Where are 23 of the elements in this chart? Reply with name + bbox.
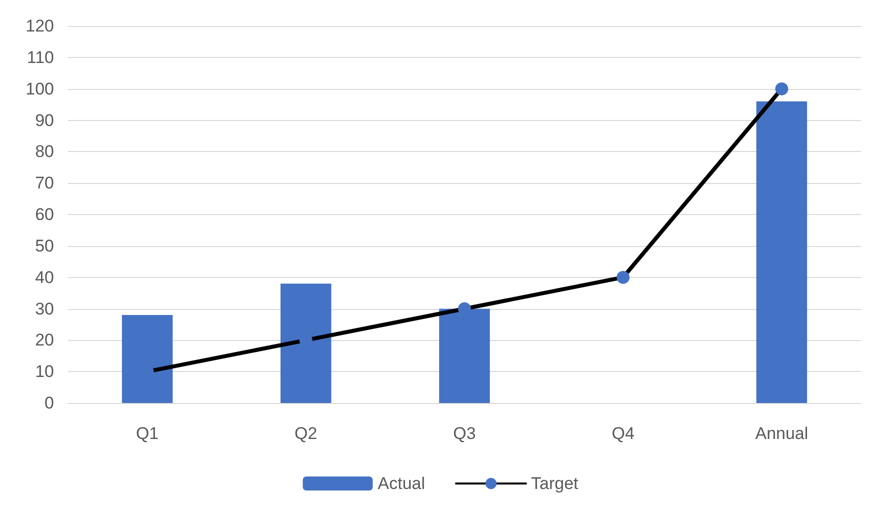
y-tick-label: 70 — [35, 174, 54, 193]
y-tick-label: 20 — [35, 330, 54, 350]
x-tick-label: Q1 — [136, 424, 159, 443]
y-tick-label: 120 — [26, 16, 54, 36]
bar — [280, 284, 332, 403]
y-tick-label: 50 — [35, 236, 54, 256]
legend-label: Target — [531, 474, 579, 493]
legend-label: Actual — [378, 474, 425, 493]
y-tick-label: 10 — [35, 362, 54, 382]
x-tick-label: Q4 — [612, 424, 634, 443]
bar — [122, 315, 173, 403]
y-tick-label: 30 — [35, 299, 54, 318]
y-tick-label: 100 — [26, 79, 54, 98]
bar — [756, 101, 808, 403]
y-tick-label: 40 — [35, 268, 54, 287]
y-tick-label: 110 — [26, 48, 54, 67]
y-tick-label: 80 — [35, 142, 54, 162]
y-tick-label: 90 — [35, 110, 54, 130]
x-tick-label: Q2 — [294, 424, 318, 443]
x-tick-label: Q3 — [453, 424, 476, 443]
x-tick-label: Annual — [755, 424, 808, 443]
y-tick-label: 60 — [35, 205, 54, 224]
y-tick-label: 0 — [44, 394, 54, 412]
